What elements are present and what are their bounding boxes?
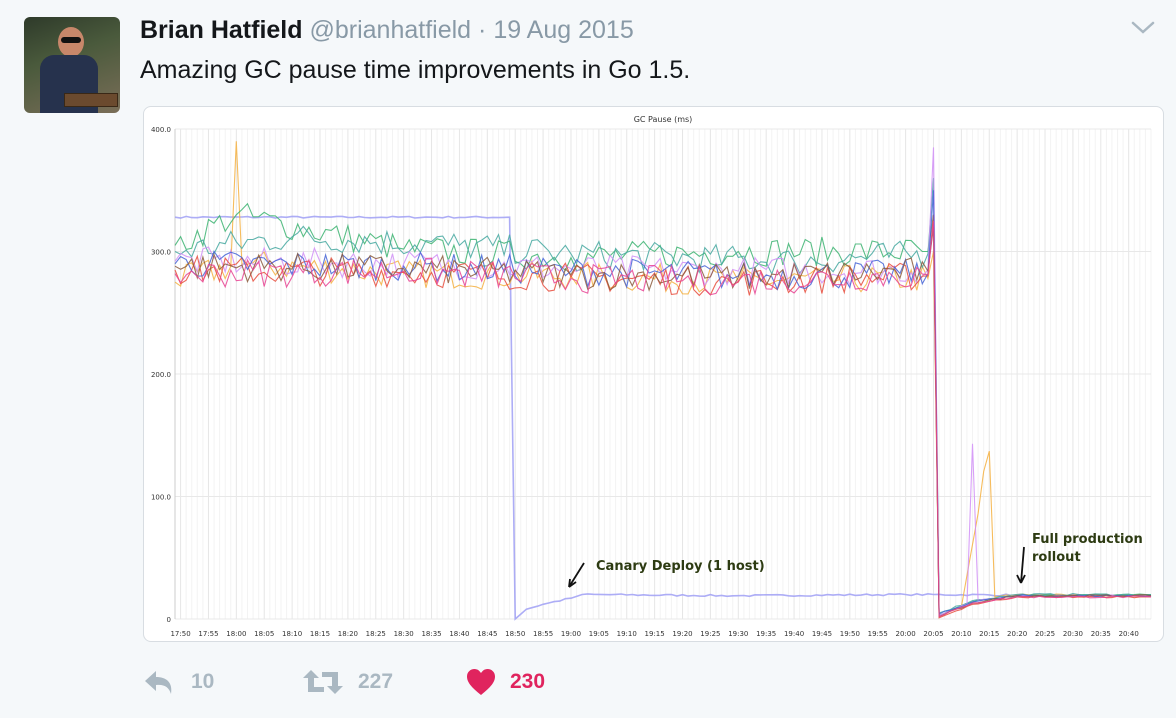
x-tick-label: 19:20 bbox=[672, 630, 692, 638]
reply-count: 10 bbox=[191, 670, 215, 693]
chevron-down-icon[interactable] bbox=[1131, 18, 1155, 38]
tweet-media-chart[interactable]: GC Pause (ms) 400.0 300.0 200.0 100.0 0 17:5… bbox=[143, 106, 1164, 642]
x-tick-label: 19:15 bbox=[645, 630, 665, 638]
annotation-full-rollout-line2: rollout bbox=[1032, 550, 1081, 565]
x-tick-label: 18:15 bbox=[310, 630, 330, 638]
x-tick-label: 17:50 bbox=[170, 630, 190, 638]
x-tick-label: 19:05 bbox=[589, 630, 609, 638]
x-tick-label: 17:55 bbox=[198, 630, 218, 638]
x-tick-label: 20:20 bbox=[1007, 630, 1027, 638]
x-tick-label: 19:35 bbox=[756, 630, 776, 638]
x-tick-label: 19:40 bbox=[784, 630, 804, 638]
gc-pause-chart: GC Pause (ms) 400.0 300.0 200.0 100.0 0 17:5… bbox=[151, 115, 1152, 638]
annotation-full-rollout: Full production bbox=[1032, 532, 1143, 547]
y-tick-label: 100.0 bbox=[151, 494, 171, 502]
x-tick-label: 20:10 bbox=[951, 630, 971, 638]
author-name[interactable]: Brian Hatfield bbox=[140, 16, 303, 44]
x-tick-label: 19:30 bbox=[728, 630, 748, 638]
x-tick-label: 19:55 bbox=[868, 630, 888, 638]
x-tick-label: 19:25 bbox=[700, 630, 720, 638]
x-tick-label: 18:25 bbox=[366, 630, 386, 638]
y-tick-label: 0 bbox=[167, 616, 171, 624]
x-tick-label: 20:00 bbox=[896, 630, 916, 638]
tweet-date[interactable]: 19 Aug 2015 bbox=[493, 16, 634, 44]
reply-button[interactable]: 10 bbox=[143, 668, 214, 696]
separator: · bbox=[478, 16, 487, 44]
x-tick-label: 18:35 bbox=[421, 630, 441, 638]
x-tick-label: 18:10 bbox=[282, 630, 302, 638]
x-tick-label: 20:25 bbox=[1035, 630, 1055, 638]
series-line bbox=[174, 177, 1152, 614]
y-tick-label: 300.0 bbox=[151, 249, 171, 257]
x-tick-label: 19:00 bbox=[561, 630, 581, 638]
avatar-sunglasses bbox=[61, 37, 81, 43]
x-tick-label: 19:50 bbox=[840, 630, 860, 638]
x-tick-label: 18:50 bbox=[505, 630, 525, 638]
x-tick-label: 18:20 bbox=[338, 630, 358, 638]
x-tick-label: 18:45 bbox=[477, 630, 497, 638]
series-line bbox=[174, 226, 1152, 618]
like-button[interactable]: 230 bbox=[466, 668, 545, 696]
x-tick-label: 18:55 bbox=[533, 630, 553, 638]
x-tick-label: 19:45 bbox=[812, 630, 832, 638]
x-tick-label: 20:05 bbox=[923, 630, 943, 638]
series-line bbox=[174, 141, 1152, 618]
heart-icon bbox=[467, 669, 495, 695]
x-tick-label: 19:10 bbox=[617, 630, 637, 638]
tweet-text: Amazing GC pause time improvements in Go… bbox=[140, 56, 691, 84]
x-tick-label: 18:30 bbox=[394, 630, 414, 638]
retweet-count: 227 bbox=[358, 670, 394, 693]
x-tick-label: 18:05 bbox=[254, 630, 274, 638]
author-handle[interactable]: @brianhatfield bbox=[309, 16, 472, 44]
series-line bbox=[174, 215, 1152, 621]
like-count: 230 bbox=[510, 670, 546, 693]
annotation-arrow bbox=[1016, 546, 1026, 584]
series-line bbox=[174, 220, 1152, 618]
retweet-button[interactable]: 227 bbox=[302, 668, 393, 696]
x-tick-label: 20:15 bbox=[979, 630, 999, 638]
y-tick-label: 200.0 bbox=[151, 371, 171, 379]
x-tick-label: 20:30 bbox=[1063, 630, 1083, 638]
x-tick-label: 20:35 bbox=[1091, 630, 1111, 638]
annotation-arrow bbox=[568, 562, 585, 588]
avatar[interactable] bbox=[24, 17, 120, 113]
tweet-actions: 10 227 230 bbox=[0, 668, 1176, 702]
reply-icon bbox=[145, 671, 172, 694]
annotation-canary-deploy: Canary Deploy (1 host) bbox=[596, 559, 765, 574]
retweet-icon bbox=[303, 670, 343, 694]
avatar-sign bbox=[64, 93, 118, 107]
chart-title: GC Pause (ms) bbox=[634, 115, 693, 124]
y-tick-label: 400.0 bbox=[151, 126, 171, 134]
x-tick-label: 18:40 bbox=[449, 630, 469, 638]
x-tick-label: 20:40 bbox=[1119, 630, 1139, 638]
x-tick-label: 18:00 bbox=[226, 630, 246, 638]
tweet-header: Brian Hatfield @brianhatfield · 19 Aug 2… bbox=[140, 16, 634, 45]
